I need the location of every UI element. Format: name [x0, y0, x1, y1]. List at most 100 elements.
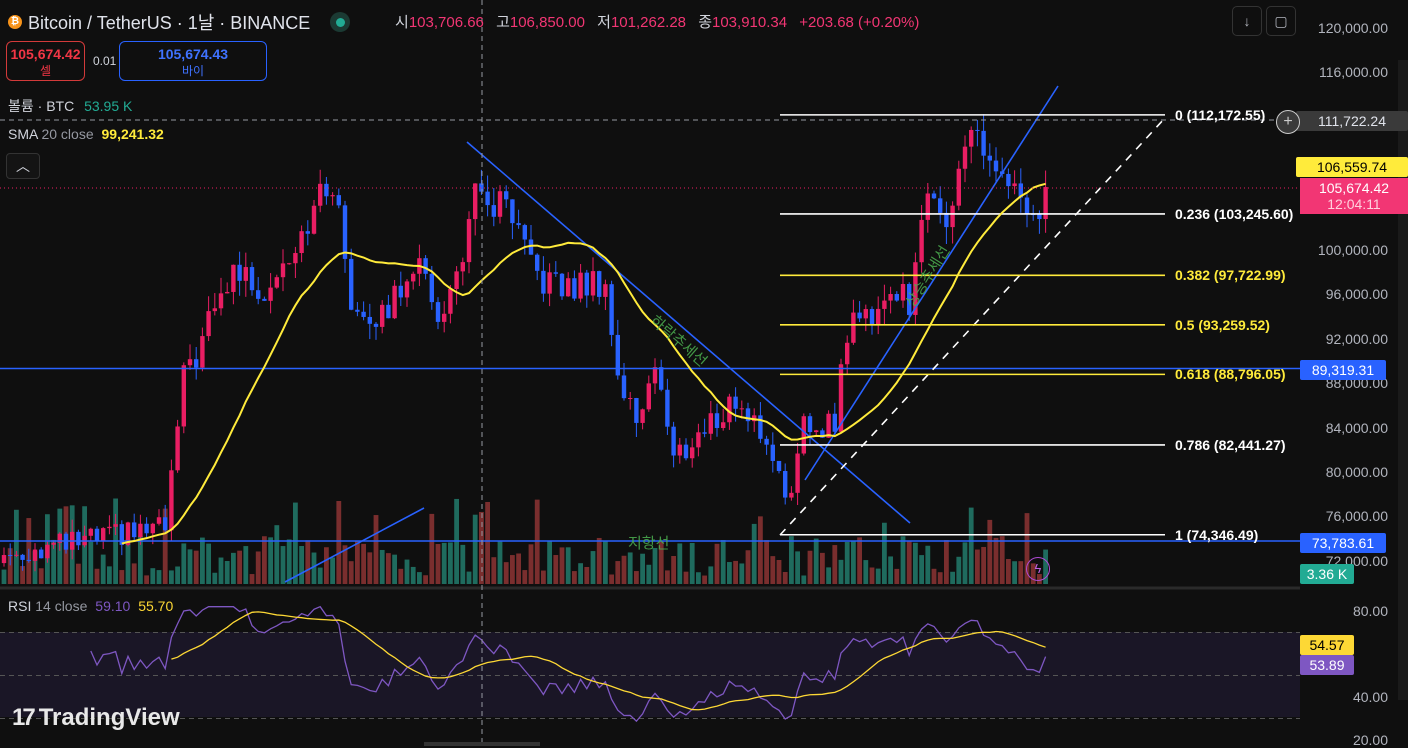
candle	[659, 367, 664, 390]
candle	[541, 270, 546, 294]
volume-bar	[863, 560, 869, 584]
volume-bar	[603, 540, 608, 584]
volume-bar	[857, 537, 862, 584]
volume-bar	[243, 546, 249, 584]
candle	[522, 225, 527, 240]
volume-bar	[950, 571, 955, 584]
volume-bar	[522, 570, 528, 584]
volume-bar	[677, 543, 683, 584]
volume-bar	[150, 568, 156, 584]
volume-bar	[398, 568, 404, 584]
candle	[194, 359, 199, 368]
volume-bar	[993, 537, 999, 584]
volume-bar	[119, 570, 125, 584]
candle	[789, 492, 794, 498]
volume-legend[interactable]: 볼륨 · BTC 53.95 K	[8, 98, 133, 114]
candle	[721, 422, 726, 428]
volume-bar	[386, 553, 391, 584]
price-axis-label: 96,000.00	[1325, 286, 1388, 303]
candle	[280, 263, 286, 278]
volume-bar	[503, 562, 509, 584]
volume-bar	[299, 546, 304, 584]
price-axis-label: 76,000.00	[1325, 508, 1388, 525]
candle	[423, 258, 428, 274]
candle	[287, 263, 292, 265]
candle	[454, 271, 459, 289]
volume-bar	[175, 566, 180, 584]
volume-bar	[869, 567, 875, 584]
collapse-legend-button[interactable]: ︿	[6, 153, 40, 179]
volume-bar	[423, 575, 428, 584]
crosshair-price-badge: 111,722.24	[1296, 111, 1408, 131]
add-alert-icon[interactable]: +	[1276, 110, 1300, 134]
candle	[218, 293, 224, 309]
candle	[262, 298, 267, 301]
volume-bar	[596, 537, 602, 584]
sma-legend[interactable]: SMA 20 close 99,241.32	[8, 126, 164, 142]
sell-button[interactable]: 105,674.42 셀	[6, 41, 85, 81]
volume-bar	[621, 555, 627, 584]
support-label[interactable]: 지항선	[628, 535, 670, 552]
volume-bar	[144, 575, 149, 584]
volume-bar	[541, 570, 546, 584]
volume-bar	[968, 507, 974, 584]
rsi-axis-label: 80.00	[1352, 603, 1388, 619]
volume-bar	[813, 538, 819, 584]
candle	[88, 528, 93, 536]
volume-bar	[708, 566, 714, 584]
candle	[677, 444, 682, 456]
volume-bar	[249, 574, 255, 584]
candle	[237, 264, 242, 281]
candle	[727, 396, 732, 423]
volume-bar	[671, 555, 676, 584]
scrollbar[interactable]	[1398, 60, 1408, 700]
rsi-ma-line	[171, 611, 1046, 711]
lightning-icon[interactable]: ϟ	[1026, 557, 1050, 581]
change: +203.68 (+0.20%)	[799, 14, 920, 31]
candle	[838, 364, 844, 432]
candle	[479, 183, 484, 192]
ohlc-values: 시103,706.66 고106,850.00 저101,262.28 종103…	[395, 14, 920, 31]
volume-bar	[224, 561, 230, 584]
candle	[200, 336, 205, 368]
volume-bar	[231, 552, 236, 584]
volume-bar	[14, 509, 19, 584]
candle	[950, 205, 955, 228]
candle	[51, 542, 56, 545]
candle	[1018, 183, 1023, 198]
volume-bar	[262, 536, 267, 584]
fib-level-label: 0.382 (97,722.99)	[1175, 267, 1286, 284]
candle	[634, 397, 639, 423]
fullscreen-button[interactable]: ▢	[1266, 6, 1296, 36]
market-status-icon[interactable]	[330, 12, 351, 32]
countdown: 12:04:11	[1327, 196, 1381, 212]
scroll-to-latest-button[interactable]: ↓	[1232, 6, 1262, 36]
time-scrollbar[interactable]	[424, 742, 540, 746]
volume-bar	[547, 541, 552, 584]
candle	[510, 199, 515, 224]
volume-bar	[727, 562, 732, 584]
candle	[20, 554, 25, 560]
symbol-title[interactable]: ₿ Bitcoin / TetherUS · 1날 · BINANCE	[8, 9, 351, 35]
last-price-badge: 105,674.42 12:04:11	[1300, 178, 1408, 214]
candle	[181, 365, 186, 427]
candle	[1037, 214, 1042, 220]
volume-bar	[739, 563, 745, 584]
candle	[274, 277, 279, 288]
candle	[962, 146, 968, 169]
candle	[628, 397, 633, 399]
candle	[646, 383, 651, 410]
candle	[745, 408, 751, 422]
volume-bar	[944, 540, 949, 584]
volume-bar	[634, 571, 639, 584]
volume-bar	[1006, 559, 1011, 584]
candle	[702, 432, 707, 434]
buy-button[interactable]: 105,674.43 바이	[119, 41, 267, 81]
candle	[758, 415, 763, 439]
volume-bar	[987, 519, 993, 584]
candle	[578, 272, 583, 299]
candle	[299, 231, 304, 254]
candle	[640, 409, 645, 423]
volume-bar	[615, 561, 621, 584]
rsi-legend[interactable]: RSI 14 close 59.10 55.70	[8, 598, 174, 614]
